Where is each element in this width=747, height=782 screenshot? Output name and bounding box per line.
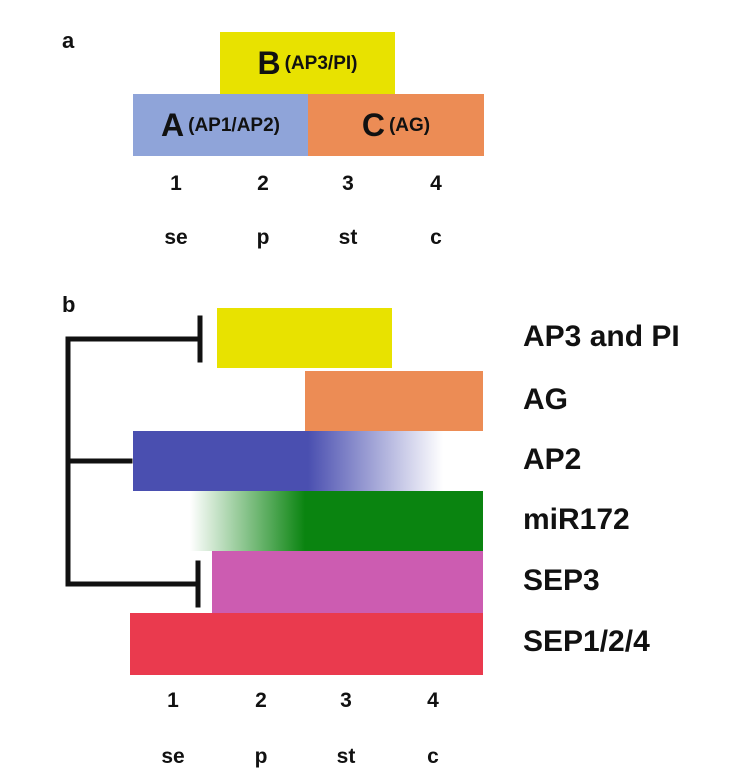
gene-label-ap3-and-pi: AP3 and PI [523, 320, 680, 353]
a-function-genes: (AP1/AP2) [188, 114, 280, 136]
mir172-domain-bar [190, 491, 483, 551]
whorl-abbr-se-b: se [161, 745, 185, 768]
whorl-abbr-p-b: p [254, 745, 268, 768]
whorl-number-2: 2 [257, 172, 269, 195]
gene-label-mir172: miR172 [523, 503, 630, 536]
a-function-letter: A [161, 107, 185, 143]
whorl-number-4-b: 4 [427, 689, 439, 712]
gene-label-sep124: SEP1/2/4 [523, 625, 650, 658]
whorl-abbr-st: st [338, 226, 358, 249]
whorl-number-1: 1 [170, 172, 182, 195]
c-function-box: C (AG) [308, 94, 484, 156]
ag-domain-bar [305, 371, 483, 431]
b-function-box: B (AP3/PI) [220, 32, 395, 94]
c-function-letter: C [361, 107, 385, 143]
whorl-abbr-c-b: c [427, 745, 439, 768]
whorl-number-4: 4 [430, 172, 442, 195]
b-function-letter: B [257, 45, 281, 81]
ap3-pi-domain-bar [217, 308, 392, 368]
panel-b-label: b [62, 292, 76, 317]
sep3-domain-bar [212, 551, 483, 613]
gene-label-sep3: SEP3 [523, 564, 600, 597]
whorl-abbr-c: c [430, 226, 442, 249]
b-function-genes: (AP3/PI) [284, 52, 358, 74]
whorl-abbr-st-b: st [336, 745, 356, 768]
whorl-number-2-b: 2 [255, 689, 267, 712]
whorl-abbr-p: p [256, 226, 270, 249]
c-function-genes: (AG) [388, 114, 431, 136]
whorl-number-1-b: 1 [167, 689, 179, 712]
gene-label-ag: AG [523, 383, 568, 416]
whorl-number-3: 3 [342, 172, 354, 195]
gene-label-ap2: AP2 [523, 443, 582, 476]
whorl-abbr-se: se [164, 226, 188, 249]
a-function-box: A (AP1/AP2) [133, 94, 308, 156]
sep124-domain-bar [130, 613, 483, 675]
ap2-domain-bar [133, 431, 443, 491]
panel-a-label: a [62, 28, 75, 53]
whorl-number-3-b: 3 [340, 689, 352, 712]
